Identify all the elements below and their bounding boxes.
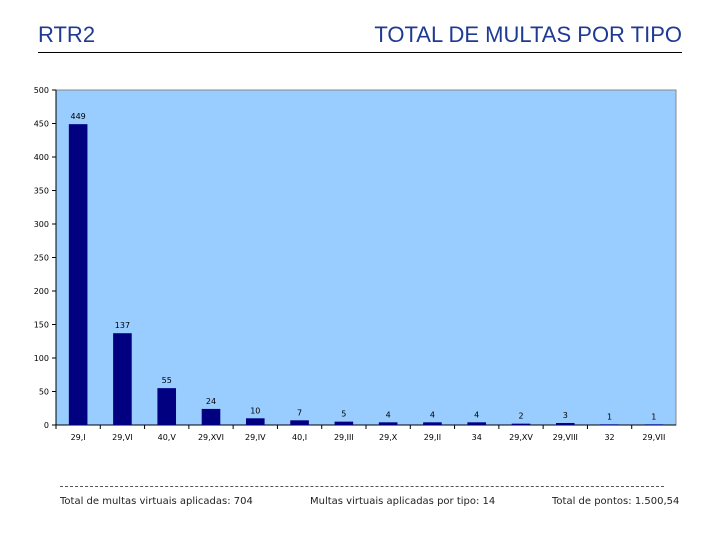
bar	[157, 388, 177, 425]
data-label: 2	[518, 412, 523, 421]
footer-total-fines: Total de multas virtuais aplicadas: 704	[60, 496, 253, 507]
bar	[378, 422, 398, 425]
x-tick-label: 29,IV	[245, 433, 266, 442]
x-tick-label: 29,III	[334, 433, 354, 442]
data-label: 24	[206, 397, 216, 406]
bar	[245, 418, 265, 425]
data-label: 1	[651, 412, 656, 421]
y-tick-label: 200	[34, 287, 49, 296]
data-label: 5	[341, 410, 346, 419]
y-tick-label: 350	[34, 187, 49, 196]
page-title: TOTAL DE MULTAS POR TIPO	[374, 22, 682, 47]
x-tick-label: 29,XV	[509, 433, 533, 442]
x-tick-label: 40,I	[292, 433, 307, 442]
bar	[201, 408, 221, 425]
bar	[555, 422, 575, 425]
data-label: 4	[386, 410, 391, 419]
y-tick-label: 400	[34, 153, 49, 162]
bar	[467, 422, 487, 425]
y-tick-label: 300	[34, 220, 49, 229]
bar	[644, 424, 664, 425]
y-tick-label: 250	[34, 254, 49, 263]
y-tick-label: 50	[39, 388, 49, 397]
bar	[423, 422, 442, 425]
data-label: 3	[563, 411, 568, 420]
data-label: 55	[162, 376, 172, 385]
y-tick-label: 500	[34, 86, 49, 95]
x-tick-label: 29,VII	[642, 433, 665, 442]
bar	[68, 124, 88, 426]
bar	[290, 420, 309, 425]
y-tick-label: 100	[34, 354, 49, 363]
footer-fines-by-type: Multas virtuais aplicadas por tipo: 14	[310, 496, 496, 507]
x-tick-label: 29,I	[71, 433, 86, 442]
x-tick-label: 29,II	[424, 433, 441, 442]
data-label: 10	[250, 406, 260, 415]
title-row: RTR2 TOTAL DE MULTAS POR TIPO	[38, 22, 682, 53]
data-label: 7	[297, 408, 302, 417]
bar	[334, 421, 354, 425]
y-tick-label: 450	[34, 120, 49, 129]
data-label: 1	[607, 412, 612, 421]
x-tick-label: 29,X	[379, 433, 398, 442]
y-tick-label: 150	[34, 321, 49, 330]
bar	[511, 423, 531, 425]
x-tick-label: 32	[604, 433, 614, 442]
data-label: 137	[115, 321, 130, 330]
x-tick-label: 29,VI	[112, 433, 133, 442]
footer-total-points: Total de pontos: 1.500,54	[552, 496, 680, 507]
bar	[600, 424, 619, 425]
x-tick-label: 40,V	[158, 433, 177, 442]
plot-area	[55, 89, 677, 426]
x-tick-label: 29,XVI	[198, 433, 224, 442]
x-tick-label: 34	[472, 433, 482, 442]
bar	[113, 333, 132, 425]
data-label: 449	[71, 112, 86, 121]
data-label: 4	[474, 410, 479, 419]
report-code: RTR2	[38, 22, 96, 47]
data-label: 4	[430, 410, 435, 419]
x-tick-label: 29,VIII	[553, 433, 578, 442]
footer-divider	[60, 486, 664, 487]
y-tick-label: 0	[44, 421, 49, 430]
